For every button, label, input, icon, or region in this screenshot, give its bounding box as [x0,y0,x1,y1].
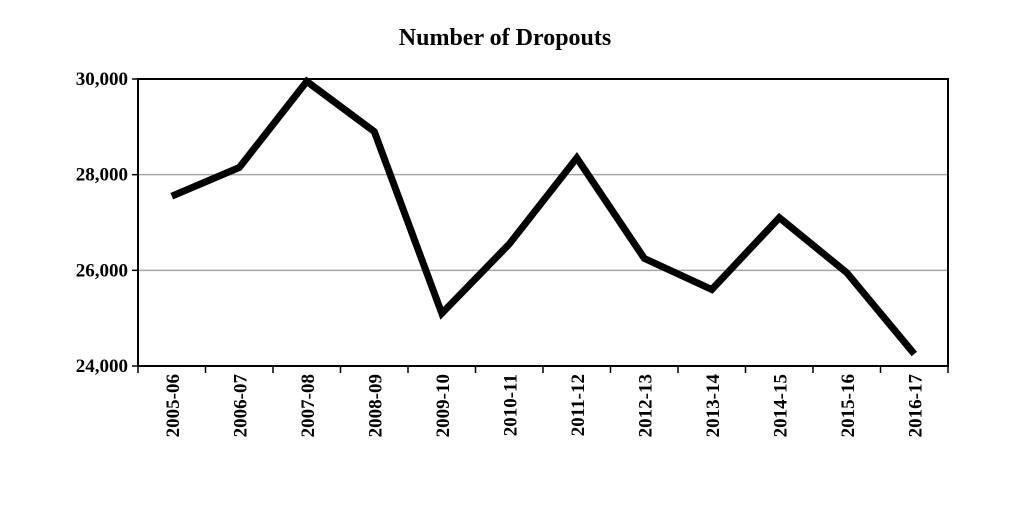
y-axis: 24,000 26,000 28,000 30,000 [76,69,138,377]
y-tick-label: 24,000 [76,356,128,377]
y-tick-label: 28,000 [76,165,128,186]
x-tick-label: 2011-12 [568,374,589,436]
gridlines [138,173,948,272]
plot-frame [137,78,949,367]
series-line [170,76,917,357]
series-group [170,76,917,357]
x-tick-label: 2015-16 [838,374,859,437]
x-tick-label: 2010-11 [500,374,521,436]
x-tick-label: 2005-06 [163,374,184,437]
y-tick-label: 26,000 [76,260,128,281]
chart-title: Number of Dropouts [399,25,611,51]
x-tick-label: 2007-08 [298,374,319,437]
x-tick-label: 2012-13 [635,374,656,437]
x-tick-label: 2013-14 [703,374,724,438]
x-tick-label: 2006-07 [230,374,251,438]
x-tick-label: 2014-15 [770,374,791,437]
y-tick-label: 30,000 [76,69,128,90]
x-tick-label: 2016-17 [905,374,926,438]
x-tick-label: 2008-09 [365,374,386,437]
x-tick-label: 2009-10 [433,374,454,437]
x-axis: 2005-06 2006-07 2007-08 2008-09 2009-10 2010-… [137,366,949,438]
